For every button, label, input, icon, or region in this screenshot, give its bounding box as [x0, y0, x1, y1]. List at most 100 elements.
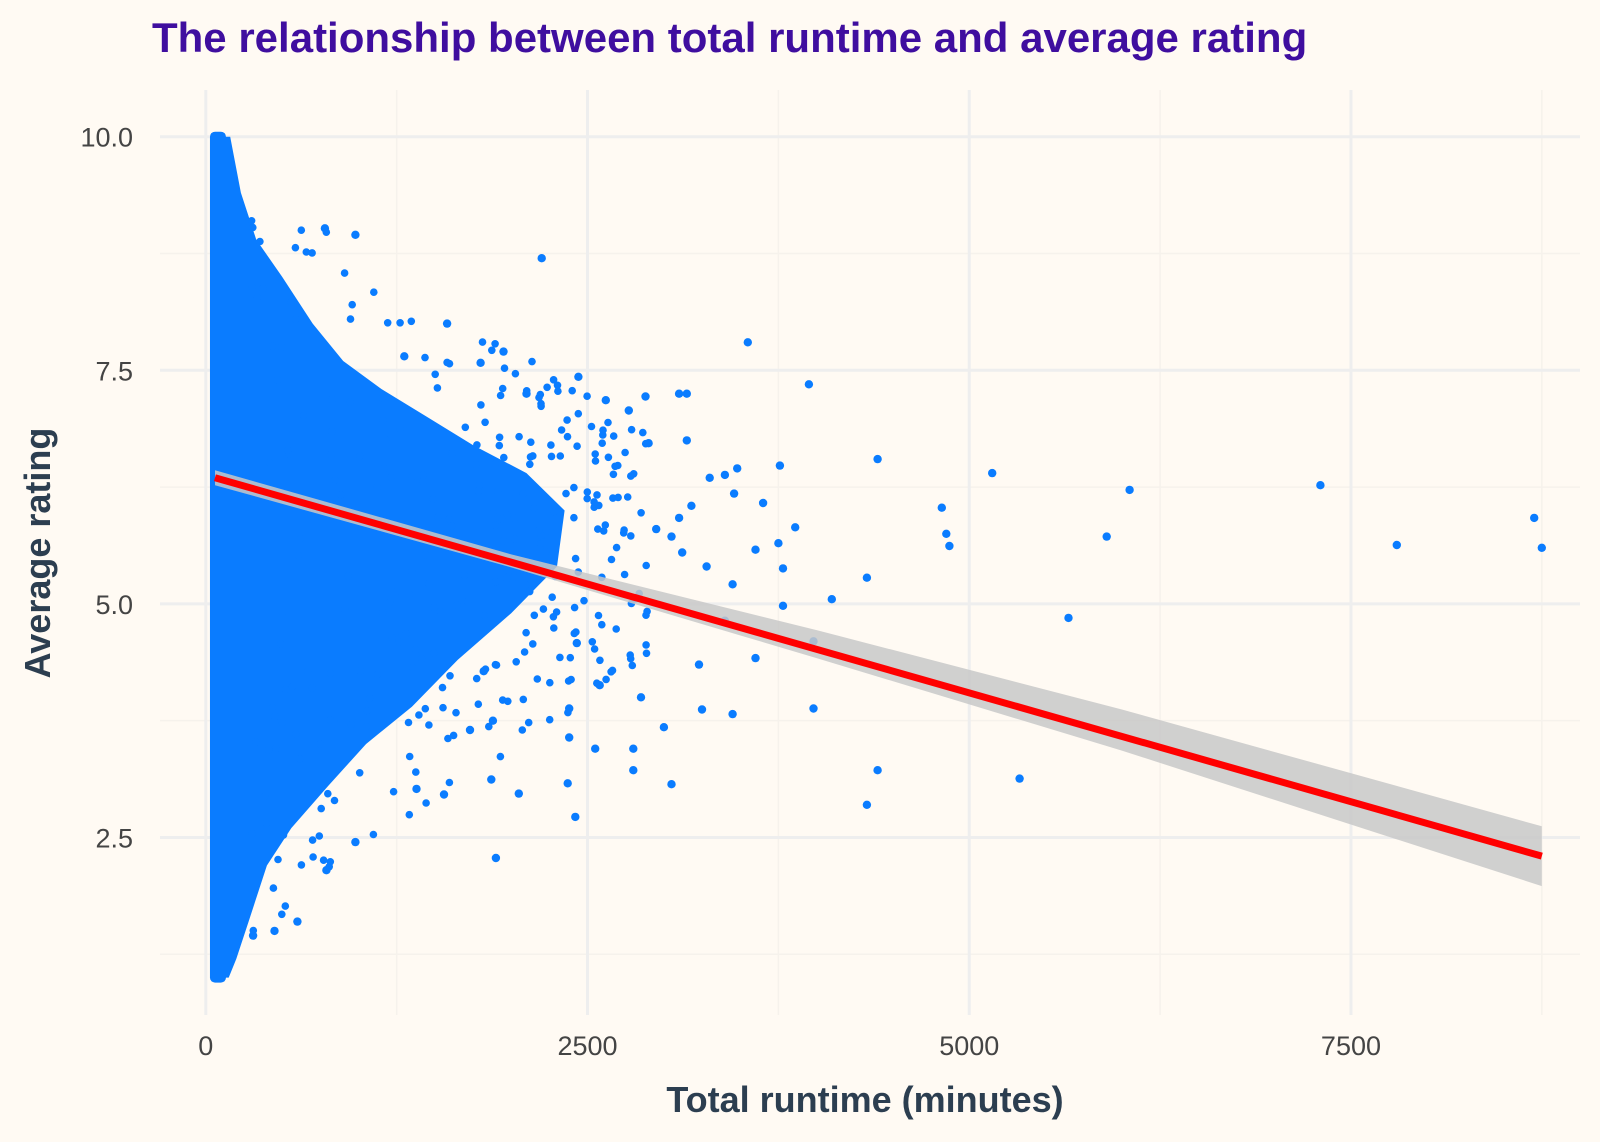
data-point-fringe	[604, 453, 613, 462]
data-point-fringe	[567, 675, 575, 684]
dense-point-cluster	[215, 136, 565, 978]
data-point-9	[945, 541, 954, 551]
data-point-65	[682, 389, 691, 398]
data-point-fringe	[421, 353, 429, 362]
data-point-67	[687, 501, 696, 510]
data-point-fringe	[609, 470, 618, 479]
data-point-fringe	[627, 532, 635, 540]
data-point-56	[476, 358, 485, 367]
data-point-72	[758, 498, 768, 508]
data-point-fringe	[355, 769, 364, 777]
data-point-fringe	[287, 298, 295, 306]
data-point-fringe	[249, 223, 257, 232]
data-point-fringe	[485, 722, 493, 731]
data-point-fringe	[554, 387, 562, 396]
data-point-fringe	[326, 716, 335, 724]
data-point-fringe	[353, 718, 362, 727]
data-point-43	[465, 725, 475, 735]
data-point-fringe	[291, 243, 300, 252]
data-point-fringe	[570, 603, 579, 612]
data-point-fringe	[529, 640, 537, 648]
data-point-fringe	[392, 587, 401, 596]
data-point-fringe	[430, 603, 438, 612]
data-point-fringe	[288, 682, 297, 691]
data-point-20	[862, 800, 872, 809]
data-point-fringe	[533, 675, 542, 683]
data-point-fringe	[439, 703, 447, 712]
data-point-48	[322, 866, 331, 875]
data-point-fringe	[553, 381, 562, 390]
data-point-fringe	[445, 515, 453, 523]
data-point-fringe	[326, 669, 335, 678]
data-point-41	[488, 716, 498, 725]
data-point-fringe	[498, 384, 507, 393]
data-point-fringe	[494, 487, 502, 496]
data-point-25	[697, 705, 707, 714]
data-point-fringe	[261, 792, 269, 800]
data-point-fringe	[587, 422, 596, 431]
data-point-fringe	[438, 683, 447, 692]
data-point-6	[1316, 481, 1325, 490]
data-point-fringe	[488, 346, 496, 355]
data-point-fringe	[407, 317, 416, 326]
data-point-fringe	[491, 459, 500, 468]
data-point-fringe	[373, 483, 382, 492]
data-point-fringe	[370, 288, 378, 297]
data-point-12	[1530, 513, 1539, 523]
data-point-fringe	[571, 554, 580, 563]
data-point-fringe	[525, 587, 534, 596]
data-point-fringe	[356, 452, 364, 460]
x-tick-label-2: 5000	[939, 1031, 999, 1061]
data-point-fringe	[308, 836, 317, 844]
data-point-fringe	[627, 472, 635, 480]
data-point-40	[491, 853, 501, 863]
data-point-fringe	[378, 394, 387, 402]
data-point-74	[791, 523, 800, 532]
data-point-66	[682, 436, 691, 445]
data-point-fringe	[379, 416, 387, 425]
data-point-fringe	[281, 685, 290, 694]
data-point-fringe	[464, 597, 472, 606]
data-point-fringe	[556, 452, 565, 460]
data-point-fringe	[402, 629, 410, 638]
data-point-13	[1537, 543, 1547, 552]
data-point-fringe	[530, 504, 538, 512]
data-point-15	[827, 595, 836, 604]
data-point-fringe	[474, 700, 483, 708]
data-point-75	[774, 539, 783, 548]
data-point-78	[728, 580, 737, 589]
data-point-fringe	[590, 645, 599, 653]
data-point-44	[479, 667, 488, 676]
data-point-39	[514, 789, 523, 798]
data-point-fringe	[511, 369, 520, 378]
data-point-fringe	[453, 601, 461, 609]
data-point-52	[351, 230, 360, 239]
data-point-fringe	[328, 395, 336, 404]
data-point-1	[743, 338, 752, 347]
data-point-fringe	[642, 649, 651, 658]
data-point-21	[1015, 774, 1024, 783]
data-point-fringe	[278, 612, 287, 621]
data-point-4	[988, 468, 997, 478]
data-point-27	[667, 780, 676, 789]
data-point-fringe	[425, 579, 433, 588]
data-point-fringe	[570, 513, 578, 522]
data-point-fringe	[291, 315, 300, 324]
data-point-fringe	[547, 528, 556, 537]
data-point-63	[644, 439, 653, 448]
data-point-fringe	[580, 596, 588, 605]
data-point-fringe	[308, 684, 317, 692]
data-point-5	[1125, 485, 1134, 495]
data-point-fringe	[599, 527, 608, 535]
data-point-fringe	[460, 571, 469, 580]
data-point-29	[636, 693, 646, 702]
data-point-2	[804, 380, 814, 389]
data-point-fringe	[620, 570, 629, 579]
data-point-fringe	[570, 483, 578, 492]
data-point-fringe	[557, 426, 566, 434]
data-point-fringe	[626, 651, 634, 659]
data-point-fringe	[408, 473, 417, 481]
data-point-fringe	[446, 672, 454, 680]
data-point-fringe	[340, 269, 349, 277]
data-point-fringe	[363, 707, 371, 715]
